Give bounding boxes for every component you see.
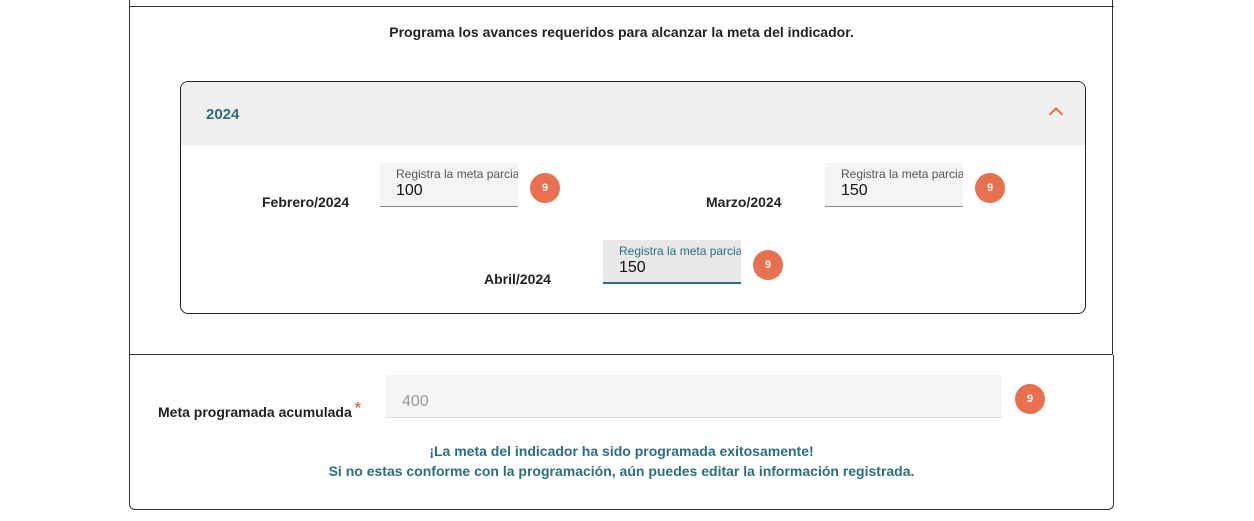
cumulative-input: 400 xyxy=(386,375,1002,418)
month-label-marzo: Marzo/2024 xyxy=(706,194,782,210)
meta-input-febrero[interactable]: Registra la meta parcial 100 xyxy=(380,163,518,207)
required-asterisk: * xyxy=(354,400,361,417)
accordion-header[interactable]: 2024 xyxy=(181,82,1085,145)
count-badge-marzo: 9 xyxy=(975,173,1005,203)
chevron-up-icon[interactable] xyxy=(1048,106,1064,122)
input-placeholder: Registra la meta parcial xyxy=(619,244,741,258)
month-label-febrero: Febrero/2024 xyxy=(262,194,350,210)
count-badge-febrero: 9 xyxy=(530,173,560,203)
input-value: 150 xyxy=(841,182,868,199)
cumulative-label-text: Meta programada acumulada xyxy=(158,404,352,420)
success-message-line1: ¡La meta del indicador ha sido programad… xyxy=(429,443,814,459)
meta-input-marzo[interactable]: Registra la meta parcial 150 xyxy=(825,163,963,207)
cumulative-section xyxy=(129,355,1114,510)
cumulative-label: Meta programada acumulada * xyxy=(158,400,361,422)
top-divider xyxy=(129,6,1114,7)
input-placeholder: Registra la meta parcial xyxy=(841,167,963,181)
count-badge-cumulative: 9 xyxy=(1015,384,1045,414)
intro-text: Programa los avances requeridos para alc… xyxy=(389,24,854,40)
programming-section xyxy=(129,0,1113,355)
success-message-line2: Si no estas conforme con la programación… xyxy=(328,463,915,479)
input-value: 150 xyxy=(619,259,646,276)
input-value: 100 xyxy=(396,182,423,199)
input-placeholder: Registra la meta parcial xyxy=(396,167,518,181)
accordion-year-title: 2024 xyxy=(206,106,240,123)
count-badge-abril: 9 xyxy=(753,250,783,280)
cumulative-value: 400 xyxy=(402,393,429,410)
meta-input-abril[interactable]: Registra la meta parcial 150 xyxy=(603,240,741,284)
month-label-abril: Abril/2024 xyxy=(484,271,551,287)
